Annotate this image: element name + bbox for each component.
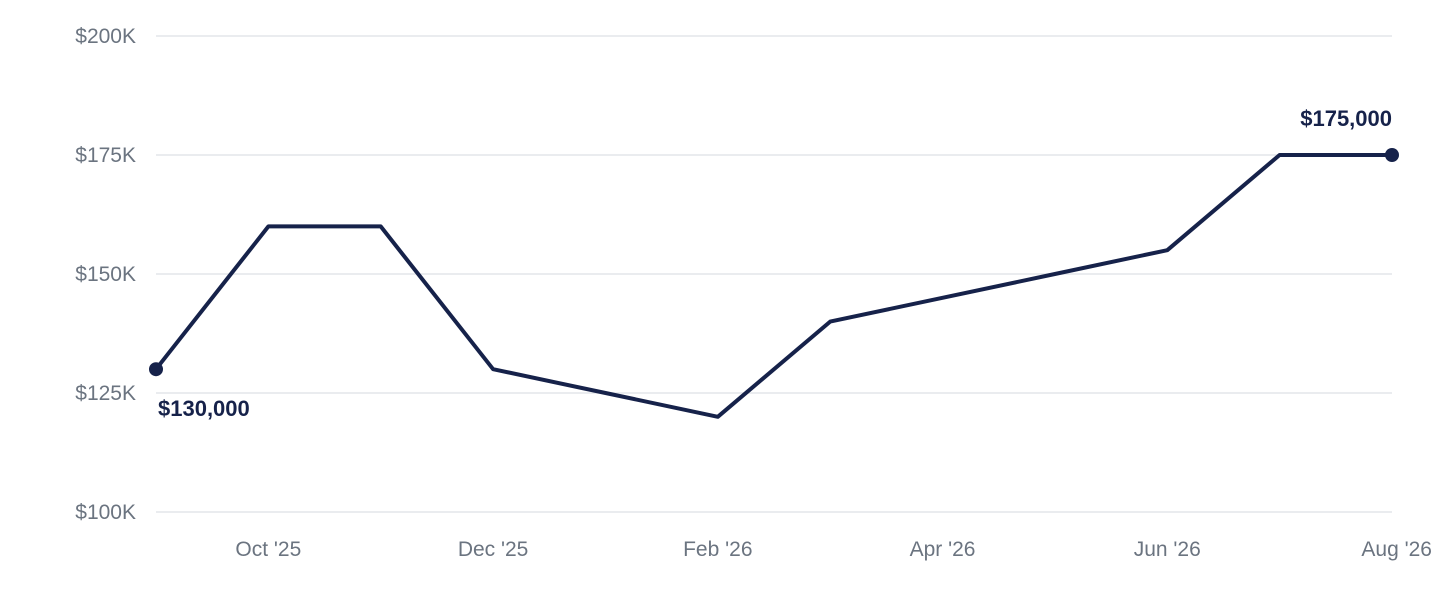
annotation-layer: $130,000 $175,000 [149,106,1399,421]
end-marker [149,362,163,377]
x-tick-label: Dec '25 [458,538,529,561]
y-tick-label: $100K [75,501,136,524]
series-line [154,153,1394,419]
x-tick-label: Apr '26 [910,538,976,561]
y-axis: $100K $125K $150K $175K $200K [75,25,136,524]
x-axis: Oct '25 Dec '25 Feb '26 Apr '26 Jun '26 Aug '… [235,538,1432,561]
y-tick-label: $125K [75,382,136,405]
end-marker [1385,148,1399,162]
x-tick-label: Jun '26 [1134,538,1201,561]
data-label: $130,000 [158,396,250,421]
x-tick-label: Aug '26 [1361,538,1432,561]
series-layer [154,153,1394,419]
grid-layer [156,35,1392,513]
data-label: $175,000 [1300,106,1392,131]
x-tick-label: Oct '25 [235,538,301,561]
y-tick-label: $200K [75,25,136,48]
y-tick-label: $175K [75,144,136,167]
y-tick-label: $150K [75,263,136,286]
x-tick-label: Feb '26 [683,538,752,561]
